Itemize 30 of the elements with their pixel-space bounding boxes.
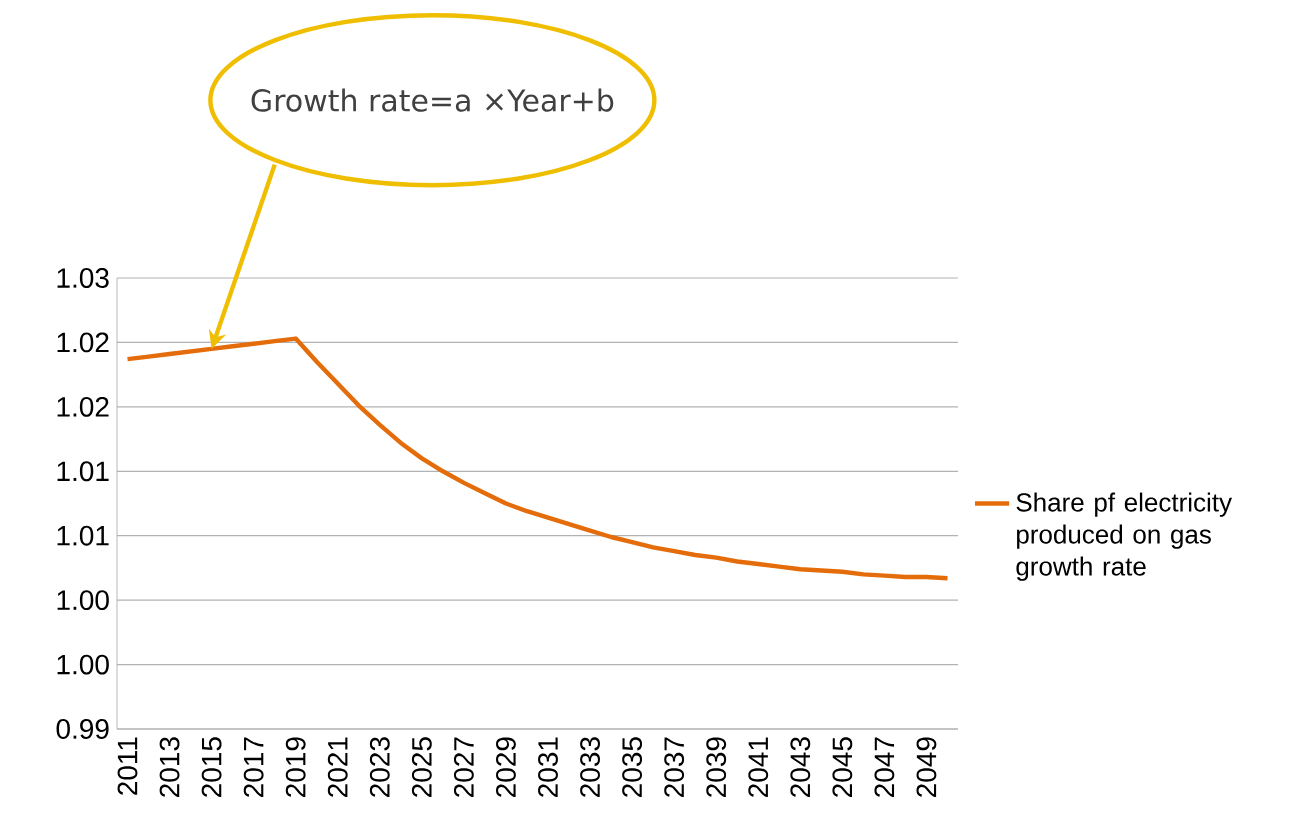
x-tick-label: 2045 bbox=[832, 737, 853, 797]
x-tick-label: 2023 bbox=[369, 737, 390, 797]
y-tick-label: 1.01 bbox=[57, 525, 109, 546]
x-tick-label: 2017 bbox=[243, 737, 264, 797]
x-tick-label: 2027 bbox=[453, 737, 474, 797]
x-tick-label: 2025 bbox=[411, 737, 432, 797]
legend-label: Share pf electricity produced on gas growth rate bbox=[1016, 492, 1232, 581]
x-tick-label: 2031 bbox=[538, 737, 558, 797]
x-tick-label: 2011 bbox=[117, 737, 138, 795]
x-tick-label: 2039 bbox=[706, 737, 727, 797]
x-tick-label: 2021 bbox=[327, 737, 348, 797]
x-tick-label: 2041 bbox=[748, 737, 769, 797]
x-tick-label: 2037 bbox=[664, 737, 685, 797]
y-tick-label: 1.00 bbox=[57, 590, 109, 611]
x-tick-label: 2013 bbox=[159, 737, 180, 797]
y-tick-label: 1.01 bbox=[57, 461, 109, 482]
y-tick-label: 0.99 bbox=[56, 719, 109, 739]
x-tick-label: 2033 bbox=[580, 737, 600, 797]
y-tick-label: 1.03 bbox=[57, 268, 109, 288]
x-tick-label: 2019 bbox=[285, 737, 306, 797]
x-tick-label: 2049 bbox=[916, 737, 937, 797]
y-tick-label: 1.00 bbox=[57, 654, 109, 675]
x-tick-label: 2015 bbox=[201, 737, 222, 797]
x-tick-label: 2029 bbox=[496, 737, 516, 797]
y-tick-label: 1.02 bbox=[57, 332, 109, 353]
x-tick-label: 2035 bbox=[622, 737, 643, 797]
x-tick-label: 2043 bbox=[790, 737, 811, 797]
x-tick-label: 2047 bbox=[874, 737, 895, 797]
y-tick-label: 1.02 bbox=[57, 396, 109, 417]
text: Growth rate=a ×Year+b bbox=[251, 88, 614, 112]
